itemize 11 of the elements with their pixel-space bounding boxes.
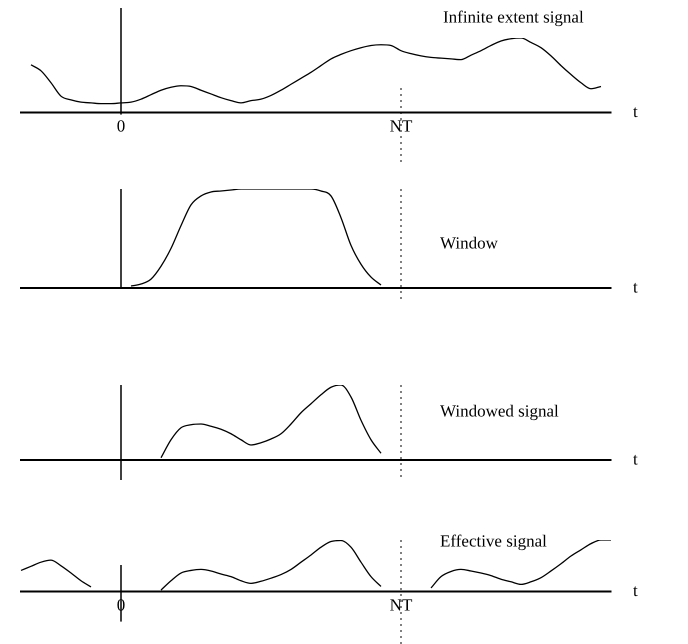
text: Window [440, 233, 499, 252]
chart-title: Infinite extent signal [443, 7, 584, 26]
x-tick-label: NT [390, 595, 413, 614]
x-tick-label: 0 [116, 116, 126, 136]
x-axis-title: t [633, 277, 638, 296]
chart-title: Effective signal [440, 531, 548, 550]
x-axis-title: t [633, 581, 638, 600]
x-axis-title: t [633, 449, 638, 468]
x-axis-title: t [633, 102, 638, 122]
x-tick-label: NT [390, 116, 413, 136]
text: Windowed signal [440, 401, 560, 420]
